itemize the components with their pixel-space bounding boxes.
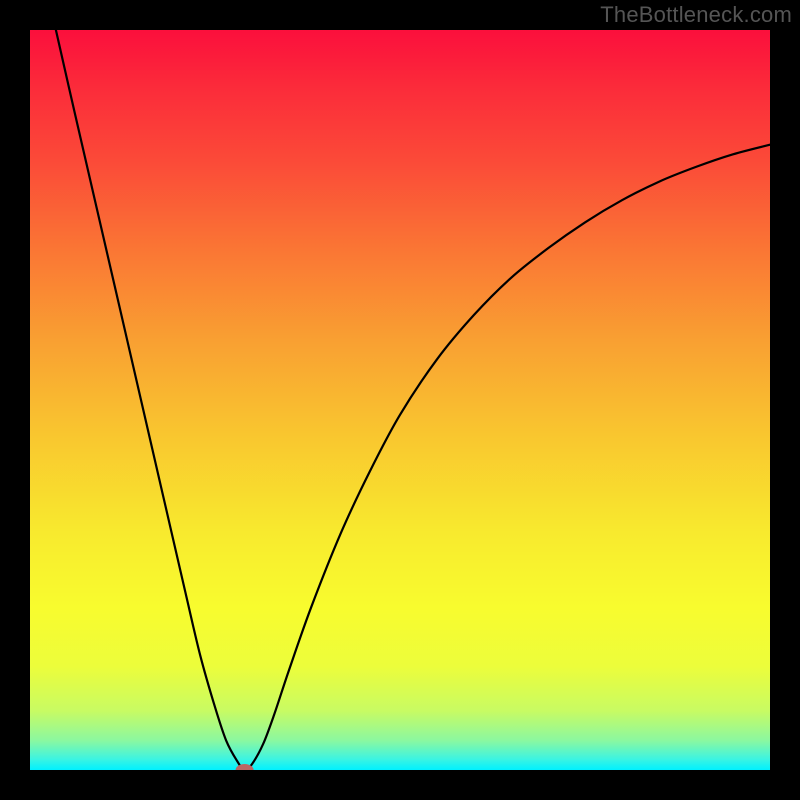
chart-container: TheBottleneck.com [0, 0, 800, 800]
frame-bottom [0, 770, 800, 800]
watermark-text: TheBottleneck.com [600, 2, 792, 28]
bottleneck-chart [0, 0, 800, 800]
frame-right [770, 0, 800, 800]
frame-left [0, 0, 30, 800]
